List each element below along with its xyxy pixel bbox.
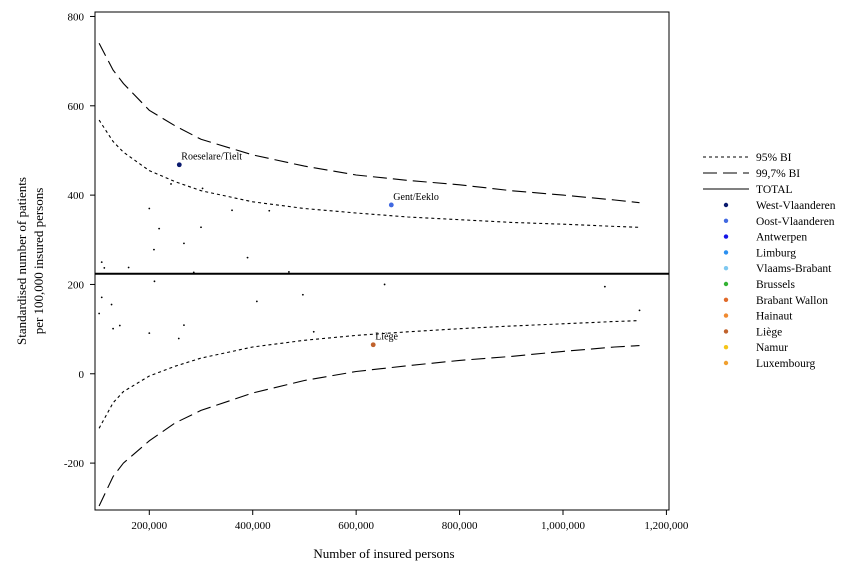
data-point — [100, 296, 103, 299]
data-point — [127, 266, 130, 269]
data-point — [177, 337, 180, 340]
legend-label: West-Vlaanderen — [756, 200, 836, 212]
legend-label: Liège — [756, 326, 782, 338]
legend-dot — [723, 234, 729, 239]
data-point — [170, 183, 172, 185]
legend-label: 95% BI — [756, 152, 792, 164]
data-point — [183, 242, 185, 245]
x-tick-label: 200,000 — [131, 520, 167, 532]
legend-dot — [723, 313, 729, 318]
legend-dot — [723, 297, 729, 302]
data-point — [383, 283, 386, 286]
data-point — [231, 209, 233, 212]
data-point — [638, 309, 641, 312]
plot-frame — [94, 11, 670, 511]
curve-bi95-upper — [98, 119, 640, 228]
y-tick-label: 200 — [68, 279, 85, 291]
legend-dot — [723, 360, 729, 366]
data-points: Roeselare/Tielt Gent/Eeklo Liège — [98, 152, 641, 348]
data-point-li-ge — [370, 342, 376, 348]
legend-dot — [723, 329, 729, 334]
legend-label: Brabant Wallon — [756, 295, 828, 307]
data-point — [158, 227, 161, 230]
legend-dot — [723, 266, 729, 271]
legend-label: Hainaut — [756, 311, 793, 323]
x-axis-ticks: 200,000 400,000 600,000 800,000 1,000,000 1,2… — [131, 510, 689, 532]
y-tick-label: 0 — [79, 369, 85, 381]
legend-dot — [723, 218, 729, 223]
data-point — [288, 271, 290, 273]
y-axis-label: Standardised number of patients per 100,… — [14, 177, 46, 345]
data-point-label: Liège — [375, 332, 398, 343]
legend-label: 99,7% BI — [756, 168, 800, 180]
data-point — [268, 209, 271, 212]
data-point — [603, 285, 606, 288]
legend-label: Namur — [756, 342, 788, 354]
legend-label: Luxembourg — [756, 358, 815, 370]
legend-label: Brussels — [756, 279, 796, 291]
y-axis-ticks: 800 600 400 200 0 -200 — [64, 11, 95, 470]
legend-label: Antwerpen — [756, 232, 807, 244]
data-point — [153, 280, 156, 283]
data-point — [100, 261, 103, 264]
curve-bi997-lower — [98, 345, 640, 507]
data-point — [301, 293, 304, 296]
x-tick-label: 800,000 — [442, 520, 478, 532]
legend: 95% BI 99,7% BI TOTAL West-Vlaanderen Oost-V… — [703, 152, 836, 370]
data-point — [103, 267, 106, 269]
y-tick-label: 800 — [68, 11, 85, 23]
curve-bi95-lower — [98, 320, 640, 429]
x-axis-label: Number of insured persons — [313, 546, 454, 561]
legend-label: Limburg — [756, 247, 796, 259]
data-point — [246, 256, 249, 259]
data-point — [153, 248, 155, 251]
data-point — [201, 187, 204, 190]
x-tick-label: 400,000 — [235, 520, 271, 532]
data-point — [148, 332, 151, 335]
data-point — [112, 327, 114, 330]
data-point — [118, 324, 121, 327]
y-axis-label-line-2: per 100,000 insured persons — [31, 188, 46, 335]
y-tick-label: 400 — [68, 190, 85, 202]
legend-dot — [723, 202, 729, 208]
data-point — [183, 324, 185, 326]
legend-dot — [723, 345, 729, 350]
x-tick-label: 600,000 — [338, 520, 374, 532]
y-axis-label-line-1: Standardised number of patients — [14, 177, 29, 345]
data-point-label: Gent/Eeklo — [393, 192, 439, 203]
data-point — [98, 312, 101, 315]
legend-label: Oost-Vlaanderen — [756, 216, 835, 228]
data-point — [255, 300, 258, 303]
y-tick-label: -200 — [64, 458, 85, 470]
data-point-label: Roeselare/Tielt — [181, 152, 242, 163]
confidence-curves — [95, 43, 669, 507]
data-point — [192, 271, 195, 274]
data-point — [148, 207, 151, 210]
data-point — [200, 226, 202, 229]
legend-label: Vlaams-Brabant — [756, 263, 832, 275]
y-tick-label: 600 — [68, 101, 85, 113]
data-point — [110, 303, 113, 306]
legend-dot — [723, 250, 729, 255]
curve-bi997-upper — [98, 43, 640, 204]
legend-dot — [723, 281, 729, 287]
legend-label: TOTAL — [756, 184, 793, 196]
data-point-oost-vlaanderen — [388, 202, 394, 208]
data-point — [312, 330, 315, 333]
data-point-west-vlaanderen — [176, 162, 182, 168]
x-tick-label: 1,200,000 — [644, 520, 689, 532]
x-tick-label: 1,000,000 — [541, 520, 586, 532]
